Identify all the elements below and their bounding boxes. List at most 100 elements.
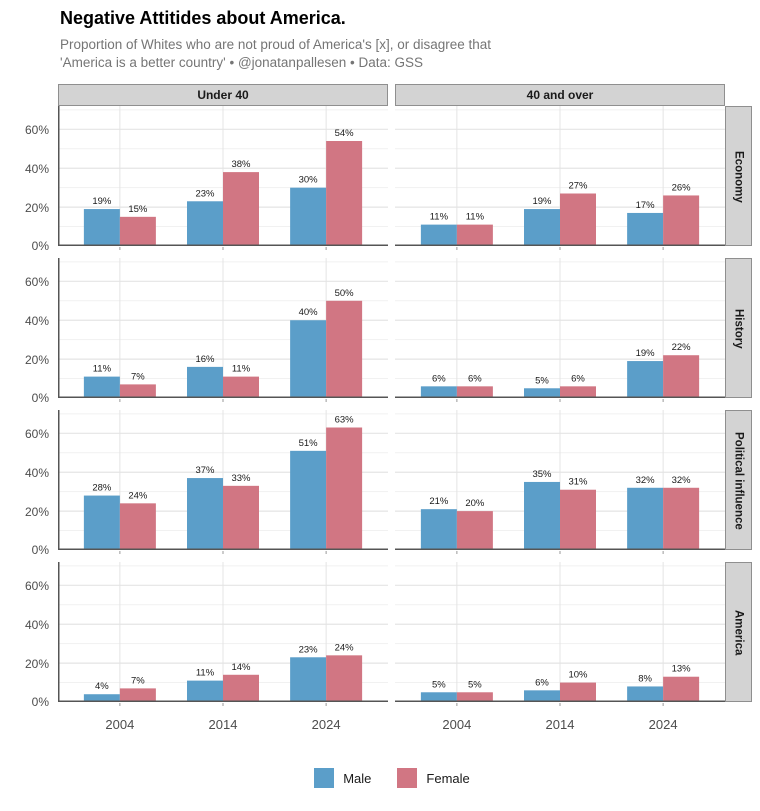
bar-value-label: 6% <box>571 374 585 385</box>
y-axis: 0% 20% 40% 60% <box>0 258 58 406</box>
bar-female <box>223 486 259 551</box>
legend-label-female: Female <box>426 770 470 786</box>
bar-male <box>83 209 120 247</box>
bar-value-label: 17% <box>636 200 656 211</box>
y-axis-gutter-spacer <box>0 714 58 738</box>
y-tick-label: 40% <box>24 313 49 328</box>
panel-gap <box>388 714 395 738</box>
legend-item-male: Male <box>314 768 372 789</box>
y-tick-label: 20% <box>24 656 49 671</box>
bar-female <box>456 511 493 551</box>
bar-male <box>420 692 457 703</box>
y-axis: 0% 20% 40% 60% <box>0 562 58 710</box>
y-tick-label: 40% <box>24 617 49 632</box>
bar-value-label: 23% <box>195 189 215 200</box>
facet-panel-40-and-over: 21% 20% 35% 31% 32% 32% <box>395 410 725 555</box>
bar-female <box>119 503 156 551</box>
bar-value-label: 19% <box>92 196 112 207</box>
bar-value-label: 22% <box>672 343 692 354</box>
bar-female <box>456 692 493 703</box>
bar-value-label: 31% <box>568 477 588 488</box>
chart-title: Negative Attitides about America. <box>60 8 346 28</box>
bar-female <box>223 377 259 399</box>
x-axis-row: 2004 2014 2024 2004 2014 2024 <box>0 714 760 738</box>
bar-male <box>627 488 664 551</box>
bar-value-label: 4% <box>95 682 109 693</box>
facet-strip-economy: Economy <box>725 106 752 247</box>
bar-female <box>663 677 700 703</box>
bar-male <box>420 386 457 399</box>
bar-female <box>326 141 363 247</box>
chart-subtitle-line2: 'America is a better country' • @jonatan… <box>60 55 423 71</box>
facet-strip-political-influence: Political influence <box>725 410 752 551</box>
facet-row-history: 0% 20% 40% 60% 11% 7% 16% 11% 40% 50% 6% 6% 5% 6% 19% 2… <box>0 258 760 406</box>
bar-value-label: 11% <box>232 364 251 375</box>
facet-row-label: America <box>732 609 745 656</box>
facet-row-political-influence: 0% 20% 40% 60% 28% 24% 37% 33% 51% 63% 21% 20% 35% 31… <box>0 410 760 557</box>
bar-value-label: 28% <box>92 483 112 494</box>
x-tick-label: 2014 <box>208 717 238 733</box>
bar-value-label: 19% <box>532 196 552 207</box>
bar-female <box>663 195 700 247</box>
bar-male <box>290 320 327 399</box>
bar-value-label: 7% <box>131 372 145 383</box>
bar-value-label: 40% <box>299 308 319 319</box>
bar-value-label: 23% <box>299 645 319 656</box>
bar-value-label: 8% <box>638 674 652 685</box>
bar-value-label: 7% <box>131 676 145 687</box>
facet-panel-40-and-over: 6% 6% 5% 6% 19% 22% <box>395 258 725 403</box>
bar-female <box>560 193 596 247</box>
legend-item-female: Female <box>397 768 470 789</box>
y-tick-label: 20% <box>24 352 49 367</box>
bar-value-label: 24% <box>335 643 355 654</box>
bar-value-label: 51% <box>299 438 319 449</box>
bar-value-label: 16% <box>195 354 215 365</box>
bar-male <box>83 495 120 551</box>
bar-female <box>326 301 363 399</box>
y-tick-label: 60% <box>24 122 49 137</box>
female-swatch-icon <box>397 768 418 789</box>
x-tick-label: 2004 <box>442 717 472 733</box>
facet-panel-under-40: 28% 24% 37% 33% 51% 63% <box>58 410 388 555</box>
facet-panel-40-and-over: 5% 5% 6% 10% 8% 13% <box>395 562 725 707</box>
bar-male <box>627 213 664 247</box>
bar-female <box>119 217 156 247</box>
bar-value-label: 5% <box>468 680 482 691</box>
bar-male <box>187 681 223 703</box>
x-axis-labels-right: 2004 2014 2024 <box>395 714 725 738</box>
bar-female <box>326 427 363 551</box>
bar-male <box>524 482 560 551</box>
facet-row-label: History <box>732 308 745 349</box>
bar-value-label: 50% <box>335 288 355 299</box>
legend: Male Female <box>0 768 760 789</box>
bar-value-label: 32% <box>672 475 692 486</box>
bar-female <box>326 655 363 703</box>
facet-panel-40-and-over: 11% 11% 19% 27% 17% 26% <box>395 106 725 251</box>
y-tick-label: 40% <box>24 161 49 176</box>
bar-value-label: 30% <box>299 175 319 186</box>
strip-corner <box>725 714 752 738</box>
bar-value-label: 13% <box>672 664 692 675</box>
y-tick-label: 60% <box>24 274 49 289</box>
bar-value-label: 11% <box>196 668 215 679</box>
bar-female <box>119 384 156 399</box>
bar-male <box>627 361 664 399</box>
bar-value-label: 10% <box>568 670 588 681</box>
bar-value-label: 20% <box>465 499 485 510</box>
bar-male <box>187 367 223 399</box>
bar-female <box>223 675 259 703</box>
bar-value-label: 26% <box>672 183 692 194</box>
y-tick-label: 40% <box>24 465 49 480</box>
facet-row-label: Economy <box>732 150 745 203</box>
legend-label-male: Male <box>343 770 372 786</box>
y-tick-label: 20% <box>24 504 49 519</box>
chart-subtitle-line1: Proportion of Whites who are not proud o… <box>60 37 492 52</box>
bar-male <box>83 694 120 703</box>
chart-header: Negative Attitides about America. Propor… <box>0 8 760 72</box>
bar-value-label: 11% <box>466 212 485 223</box>
bar-value-label: 54% <box>335 128 355 139</box>
bar-value-label: 19% <box>636 348 656 359</box>
y-tick-label: 60% <box>24 578 49 593</box>
bar-value-label: 14% <box>231 662 251 673</box>
